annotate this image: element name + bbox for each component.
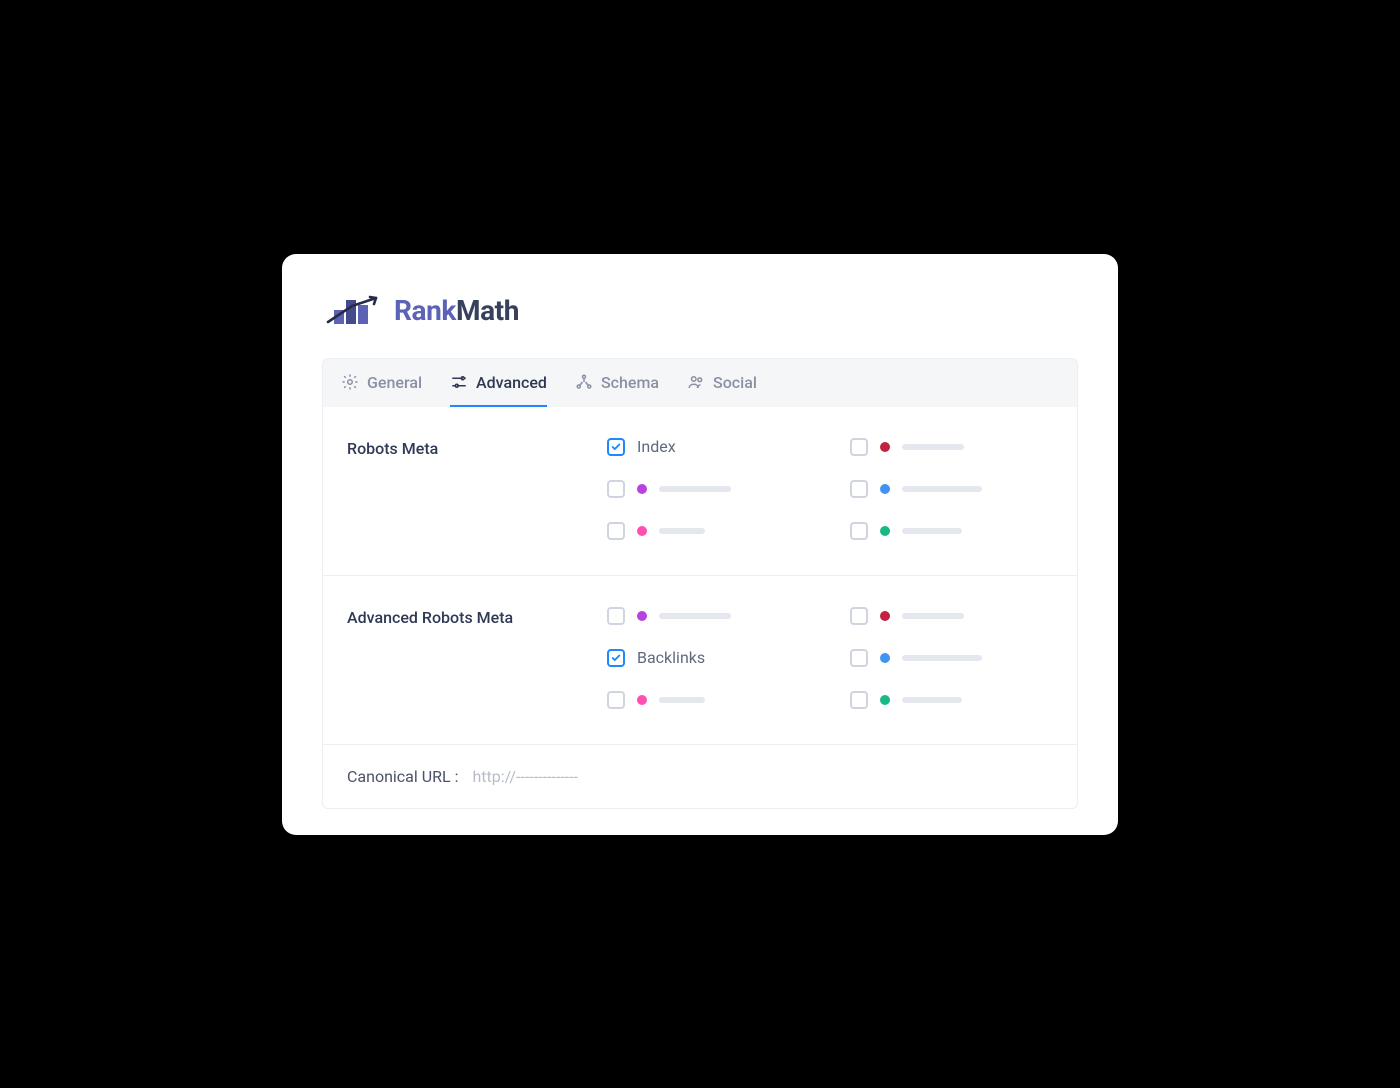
color-dot: [880, 695, 890, 705]
placeholder-bar: [902, 613, 964, 619]
tab-label: Schema: [601, 373, 659, 392]
section-robots-meta: Robots Meta Index: [322, 407, 1078, 576]
option-item[interactable]: [850, 437, 1053, 457]
tab-bar: General Advanced Schema Social: [322, 358, 1078, 407]
tab-label: General: [367, 373, 422, 392]
tab-social[interactable]: Social: [687, 373, 757, 407]
options-col-left: Backlinks: [607, 606, 810, 710]
sliders-icon: [450, 373, 468, 391]
tab-schema[interactable]: Schema: [575, 373, 659, 407]
rankmath-logo-icon: [326, 292, 380, 330]
color-dot: [880, 484, 890, 494]
canonical-url-value[interactable]: http://--------------: [472, 767, 578, 786]
section-label: Advanced Robots Meta: [347, 606, 607, 710]
color-dot: [637, 484, 647, 494]
checkbox-checked[interactable]: [607, 438, 625, 456]
color-dot: [637, 611, 647, 621]
checkbox[interactable]: [607, 691, 625, 709]
schema-icon: [575, 373, 593, 391]
placeholder-bar: [902, 528, 962, 534]
option-item[interactable]: [607, 606, 810, 626]
checkbox-checked[interactable]: [607, 649, 625, 667]
checkbox[interactable]: [850, 480, 868, 498]
color-dot: [880, 526, 890, 536]
options-grid: Index: [607, 437, 1053, 541]
color-dot: [880, 653, 890, 663]
color-dot: [637, 695, 647, 705]
gear-icon: [341, 373, 359, 391]
checkbox[interactable]: [607, 522, 625, 540]
canonical-url-label: Canonical URL :: [347, 767, 458, 786]
logo-text: RankMath: [394, 294, 519, 327]
canonical-url-row: Canonical URL : http://--------------: [322, 745, 1078, 809]
placeholder-bar: [659, 528, 705, 534]
checkbox[interactable]: [607, 480, 625, 498]
color-dot: [637, 526, 647, 536]
logo-rank: Rank: [394, 294, 456, 327]
option-item[interactable]: [607, 479, 810, 499]
placeholder-bar: [659, 486, 731, 492]
checkbox[interactable]: [850, 522, 868, 540]
options-col-right: [850, 437, 1053, 541]
option-item[interactable]: [607, 521, 810, 541]
placeholder-bar: [902, 486, 982, 492]
settings-card: RankMath General Advanced Schema Soci: [282, 254, 1118, 835]
placeholder-bar: [902, 655, 982, 661]
logo-math: Math: [456, 294, 519, 327]
option-item[interactable]: [607, 690, 810, 710]
options-col-right: [850, 606, 1053, 710]
option-backlinks[interactable]: Backlinks: [607, 648, 810, 668]
option-item[interactable]: [850, 521, 1053, 541]
checkbox[interactable]: [850, 691, 868, 709]
checkbox[interactable]: [850, 607, 868, 625]
checkbox[interactable]: [850, 649, 868, 667]
option-item[interactable]: [850, 606, 1053, 626]
tab-advanced[interactable]: Advanced: [450, 373, 547, 407]
users-icon: [687, 373, 705, 391]
tab-general[interactable]: General: [341, 373, 422, 407]
option-label: Index: [637, 437, 676, 456]
options-col-left: Index: [607, 437, 810, 541]
checkbox[interactable]: [850, 438, 868, 456]
option-item[interactable]: [850, 690, 1053, 710]
placeholder-bar: [659, 613, 731, 619]
color-dot: [880, 611, 890, 621]
option-item[interactable]: [850, 648, 1053, 668]
placeholder-bar: [902, 444, 964, 450]
section-label: Robots Meta: [347, 437, 607, 541]
logo: RankMath: [282, 292, 1118, 358]
checkbox[interactable]: [607, 607, 625, 625]
color-dot: [880, 442, 890, 452]
tab-label: Advanced: [476, 373, 547, 392]
option-label: Backlinks: [637, 648, 705, 667]
placeholder-bar: [902, 697, 962, 703]
placeholder-bar: [659, 697, 705, 703]
tab-label: Social: [713, 373, 757, 392]
option-item[interactable]: [850, 479, 1053, 499]
options-grid: Backlinks: [607, 606, 1053, 710]
section-advanced-robots-meta: Advanced Robots Meta Backlinks: [322, 576, 1078, 745]
option-index[interactable]: Index: [607, 437, 810, 457]
